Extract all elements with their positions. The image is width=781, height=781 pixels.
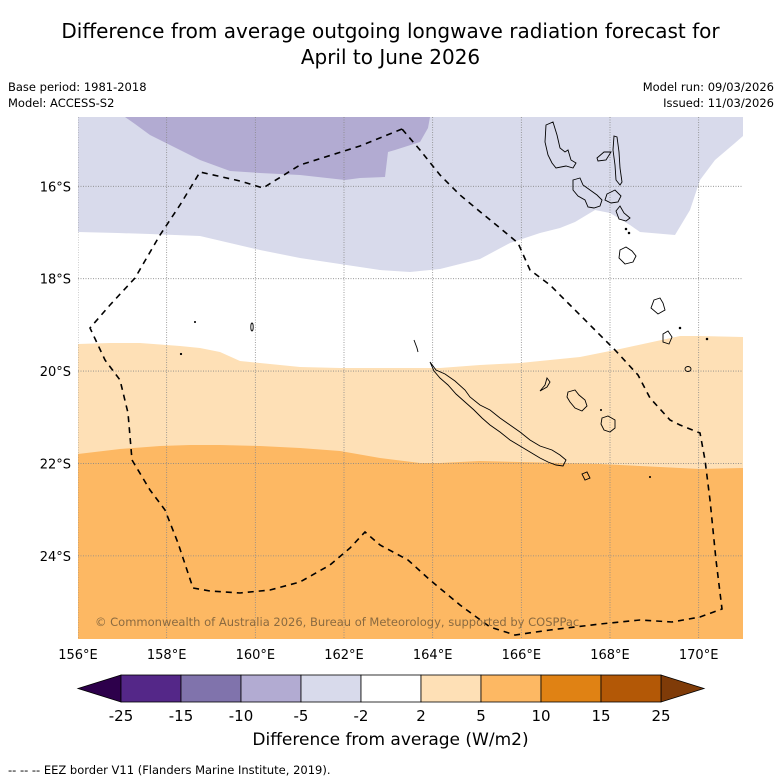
colorbar-segment — [240, 674, 302, 703]
islet — [193, 320, 197, 324]
island-erromango — [618, 246, 637, 265]
island-walpole — [581, 471, 591, 481]
meta-right: Model run: 09/03/2026 Issued: 11/03/2026 — [643, 79, 774, 111]
model-run: Model run: 09/03/2026 — [642, 80, 774, 94]
colorbar-segment — [540, 674, 602, 703]
colorbar-under-arrow — [76, 674, 122, 703]
coastlines — [179, 121, 709, 481]
colorbar-segment — [300, 674, 362, 703]
colorbar-tick-label: 10 — [531, 707, 550, 725]
colorbar-label: Difference from average (W/m2) — [252, 730, 529, 750]
colorbar-segment — [120, 674, 182, 703]
chart-title: Difference from average outgoing longwav… — [0, 18, 781, 70]
island-hunter — [662, 330, 673, 345]
lon-tick-label: 164°E — [413, 648, 453, 663]
eez-footnote: -- -- -- EEZ border V11 (Flanders Marine… — [8, 763, 331, 777]
island-mare — [600, 415, 616, 433]
islet — [627, 231, 631, 235]
lat-tick-label: 20°S — [40, 365, 71, 380]
lon-tick-label: 160°E — [236, 648, 276, 663]
colorbar-segment — [480, 674, 542, 703]
islet — [648, 475, 652, 479]
lon-tick-label: 162°E — [324, 648, 364, 663]
graticule — [78, 117, 743, 639]
band-minus-10-to-minus-5 — [125, 117, 430, 180]
island-espiritu-santo — [544, 121, 577, 169]
island-chesterfield — [250, 322, 254, 332]
colorbar-segment — [180, 674, 242, 703]
island-belep — [413, 339, 419, 353]
lat-tick-label: 22°S — [40, 457, 71, 472]
island-lifou — [566, 389, 588, 412]
islet — [599, 408, 603, 412]
title-line-1: Difference from average outgoing longwav… — [61, 19, 720, 43]
model-name: Model: ACCESS-S2 — [8, 96, 115, 110]
island-new-caledonia — [429, 361, 567, 467]
map-area: © Commonwealth of Australia 2026, Bureau… — [78, 117, 743, 639]
island-small — [684, 366, 692, 372]
colorbar-tick-label: 15 — [591, 707, 610, 725]
colorbar-tick-label: -15 — [169, 707, 194, 725]
colorbar-tick-label: 5 — [476, 707, 486, 725]
lon-tick-label: 158°E — [147, 648, 187, 663]
lat-tick-label: 18°S — [40, 273, 71, 288]
latitude-tick-labels: 16°S 18°S 20°S 22°S 24°S — [40, 180, 71, 565]
copyright-notice: © Commonwealth of Australia 2026, Bureau… — [95, 615, 579, 629]
lon-tick-label: 166°E — [502, 648, 542, 663]
lon-tick-label: 156°E — [58, 648, 98, 663]
colorbar-tick-label: -5 — [294, 707, 309, 725]
islet — [624, 227, 628, 231]
longitude-tick-labels: 156°E 158°E 160°E 162°E 164°E 166°E 168°E 170°E — [58, 648, 718, 663]
islet — [705, 337, 709, 341]
colorbar-over-arrow — [660, 674, 706, 703]
colorbar-tick-label: 25 — [651, 707, 670, 725]
lat-tick-label: 16°S — [40, 180, 71, 195]
lat-tick-label: 24°S — [40, 550, 71, 565]
islet — [678, 326, 682, 330]
colorbar-segment — [420, 674, 482, 703]
colorbar-tick-label: -10 — [229, 707, 254, 725]
colorbar-tick-label: -2 — [354, 707, 369, 725]
base-period: Base period: 1981-2018 — [8, 80, 147, 94]
colorbar-tick-label: -25 — [109, 707, 134, 725]
islet — [179, 352, 183, 356]
island-ouvea — [539, 377, 551, 392]
island-ambae — [596, 151, 612, 162]
lon-tick-label: 168°E — [590, 648, 630, 663]
issued-date: Issued: 11/03/2026 — [663, 96, 774, 110]
meta-left: Base period: 1981-2018 Model: ACCESS-S2 — [8, 79, 147, 111]
island-pentecost — [612, 135, 623, 186]
island-tanna-group — [615, 205, 631, 222]
colorbar-segment — [600, 674, 662, 703]
colorbar-tick-label: 2 — [416, 707, 426, 725]
colorbar: -25 -15 -10 -5 -2 2 5 10 15 25 — [76, 674, 706, 725]
island-malekula — [572, 177, 603, 209]
lon-tick-label: 170°E — [679, 648, 719, 663]
title-line-2: April to June 2026 — [300, 45, 481, 69]
island-matthew — [650, 297, 666, 315]
colorbar-segment — [360, 674, 422, 703]
eez-border — [89, 128, 723, 636]
island-efate — [604, 189, 622, 204]
